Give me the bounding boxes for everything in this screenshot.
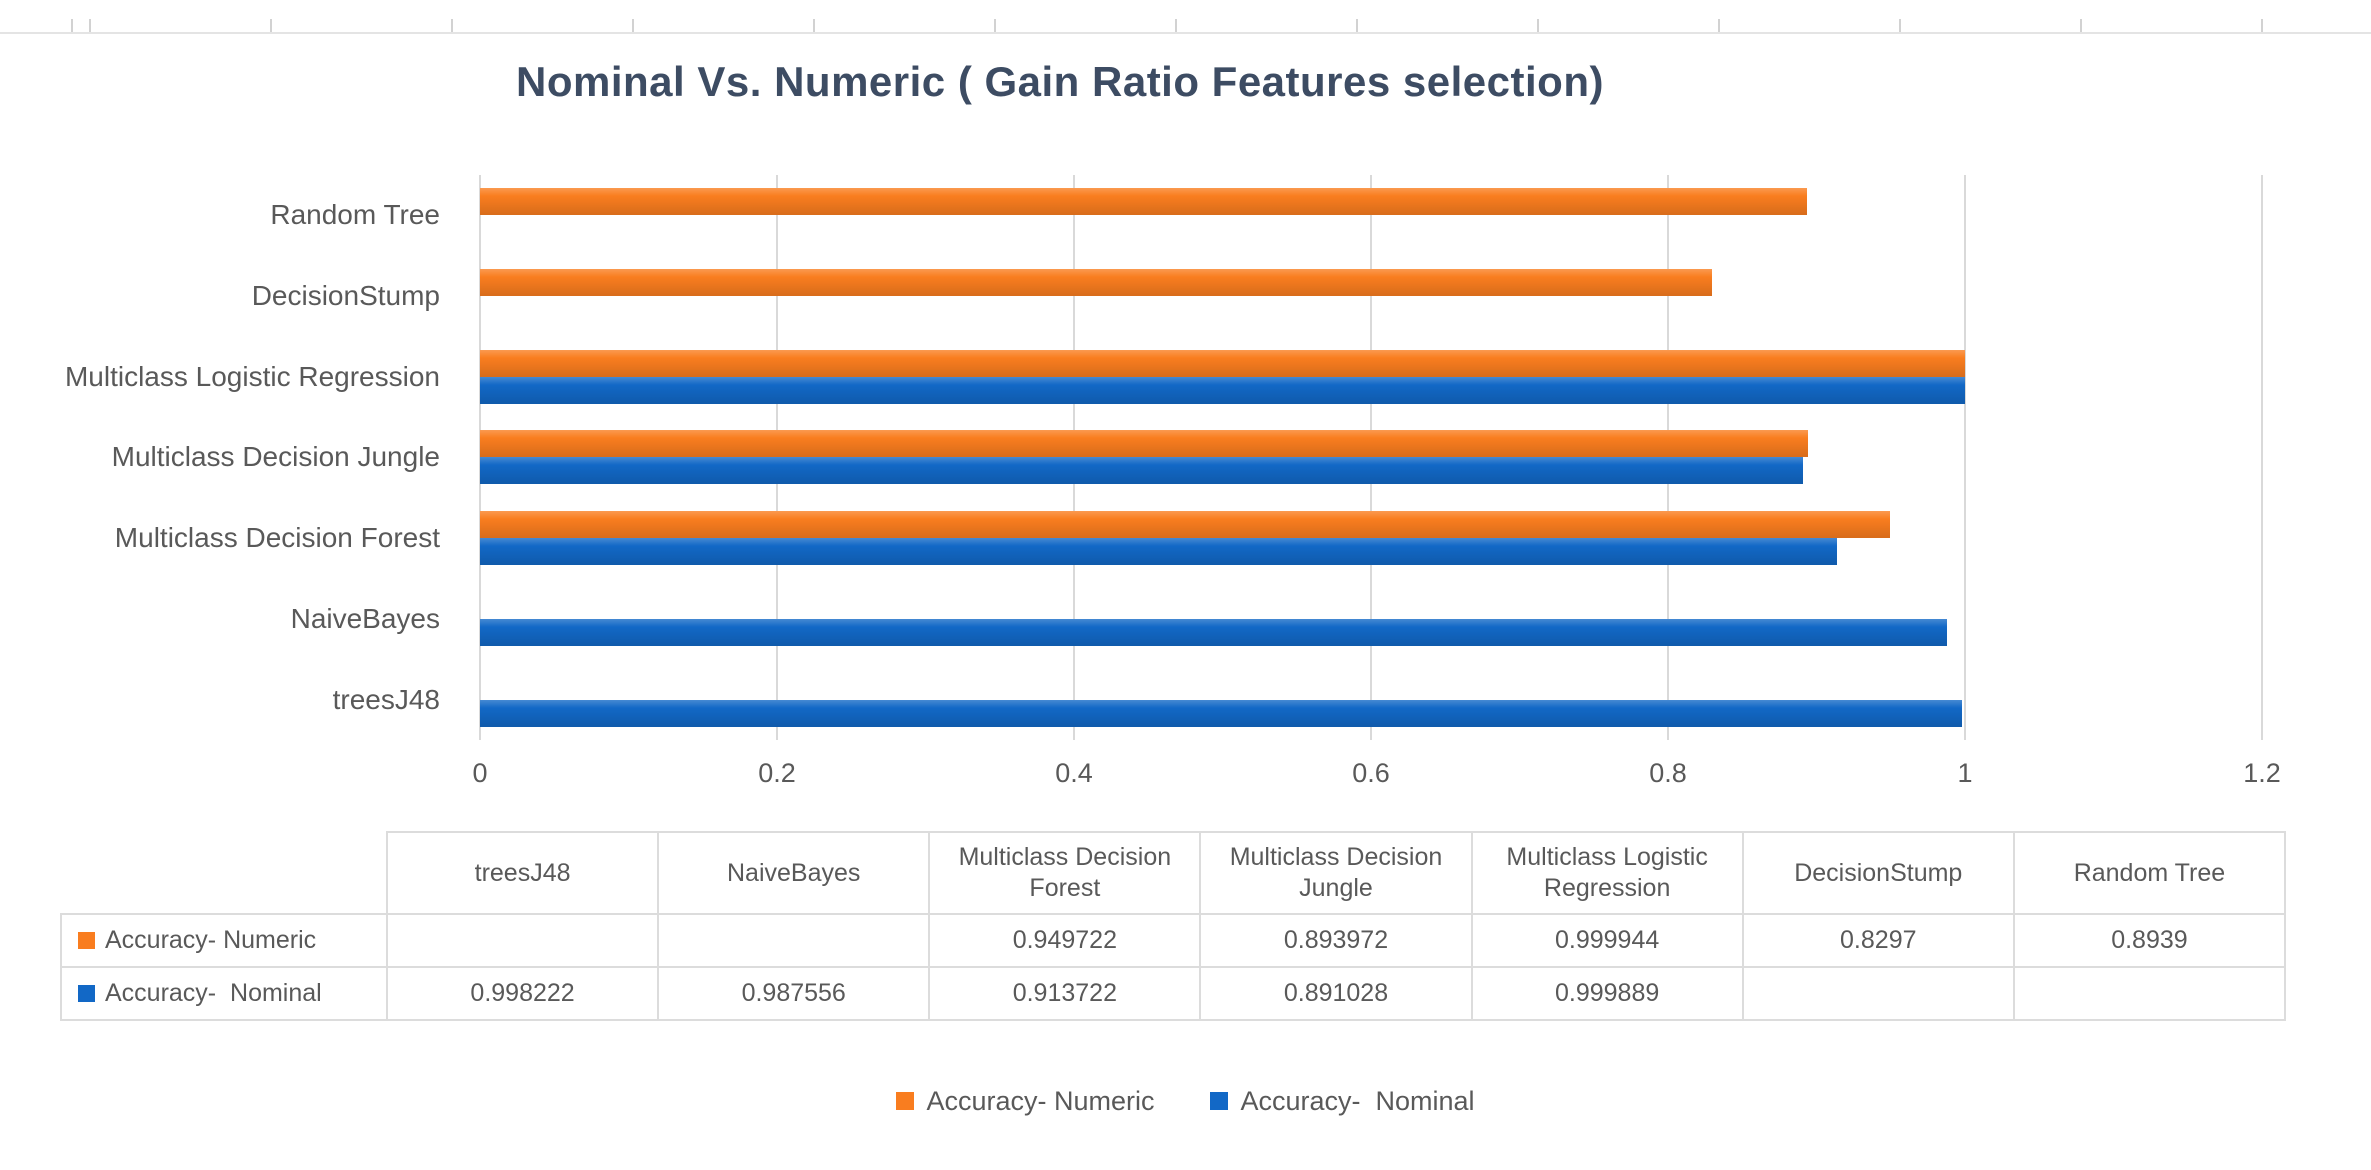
x-tick-label: 1.2 [2243,758,2281,788]
table-value-cell [2012,966,2287,1021]
bar-accuracy-numeric [480,430,1808,457]
legend-swatch-icon [1210,1092,1229,1110]
table-value-cell: 0.913722 [928,966,1202,1021]
series-swatch-icon [78,932,95,949]
table-value-cell [385,913,660,968]
category-axis: Random Tree DecisionStump Multiclass Logis… [0,175,462,740]
legend: Accuracy- Numeric Accuracy- Nominal [0,1080,2371,1122]
x-tick-label: 1 [1957,758,1973,788]
table-value-cell: 0.999944 [1470,913,1744,968]
x-tick-label: 0.8 [1649,758,1687,788]
legend-item: Accuracy- Numeric [896,1086,1154,1117]
table-corner-cell [61,832,387,914]
table-value-cell: 0.8297 [1741,913,2015,968]
legend-item: Accuracy- Nominal [1210,1085,1475,1117]
bar-accuracy-numeric [480,188,1807,215]
series-swatch-icon [78,985,95,1002]
table-value-cell: 0.893972 [1199,913,1473,968]
table-row: Accuracy- Numeric 0.949722 0.893972 0.99994… [60,913,2287,968]
category-label: DecisionStump [251,280,440,311]
category-label: Random Tree [270,199,440,230]
table-value-cell: 0.8939 [2012,913,2287,968]
bar-accuracy-numeric [480,350,1965,377]
table-row-label: Accuracy- Numeric [60,913,388,968]
chart-title: Nominal Vs. Numeric ( Gain Ratio Feature… [516,58,1604,105]
table-header-cell: treesJ48 [385,831,660,915]
gridline [1964,175,1966,740]
sheet-column-ticks [0,19,2371,32]
bar-accuracy-nominal [480,377,1965,404]
x-axis: 0 0.2 0.4 0.6 0.8 1 1.2 [0,758,2371,798]
x-tick-label: 0 [472,758,488,788]
x-tick-label: 0.6 [1352,758,1390,788]
table-value-cell: 0.987556 [657,966,931,1021]
category-label: Multiclass Decision Jungle [111,441,440,472]
bar-accuracy-nominal [480,538,1837,565]
table-value-cell: 0.998222 [385,966,660,1021]
category-label: NaiveBayes [290,603,440,634]
table-header-cell: Multiclass Logistic Regression [1470,831,1744,915]
table-header-cell: Multiclass Decision Forest [928,831,1202,915]
table-row-label-text: Accuracy- Nominal [105,979,322,1007]
table-value-cell: 0.891028 [1199,966,1473,1021]
table-header-cell: NaiveBayes [657,831,931,915]
sheet-grid-line [0,32,2371,34]
table-header-cell: Multiclass Decision Jungle [1199,831,1473,915]
legend-swatch-icon [896,1092,915,1110]
table-value-cell [657,913,931,968]
data-table: treesJ48 NaiveBayes Multiclass Decision Fo… [60,831,2287,1021]
table-header-cell: DecisionStump [1741,831,2015,915]
table-value-cell: 0.999889 [1470,966,1744,1021]
bar-accuracy-nominal [480,619,1947,646]
x-tick-label: 0.2 [758,758,796,788]
category-label: Multiclass Logistic Regression [64,361,440,392]
category-label: Multiclass Decision Forest [114,522,440,553]
table-header-cell: Random Tree [2012,831,2287,915]
table-value-cell [1741,966,2015,1021]
table-row-label-text: Accuracy- Numeric [105,926,317,954]
table-row-label: Accuracy- Nominal [60,966,388,1021]
bar-accuracy-nominal [480,700,1962,727]
bar-accuracy-numeric [480,511,1890,538]
legend-label: Accuracy- Nominal [1240,1085,1475,1116]
bar-accuracy-nominal [480,457,1803,484]
table-row: Accuracy- Nominal 0.998222 0.987556 0.91372… [60,966,2287,1021]
plot-area [479,175,2263,740]
x-tick-label: 0.4 [1055,758,1093,788]
legend-label: Accuracy- Numeric [926,1085,1155,1116]
table-value-cell: 0.949722 [928,913,1202,968]
gridline [2261,175,2263,740]
bar-accuracy-numeric [480,269,1712,296]
category-label: treesJ48 [332,684,440,715]
